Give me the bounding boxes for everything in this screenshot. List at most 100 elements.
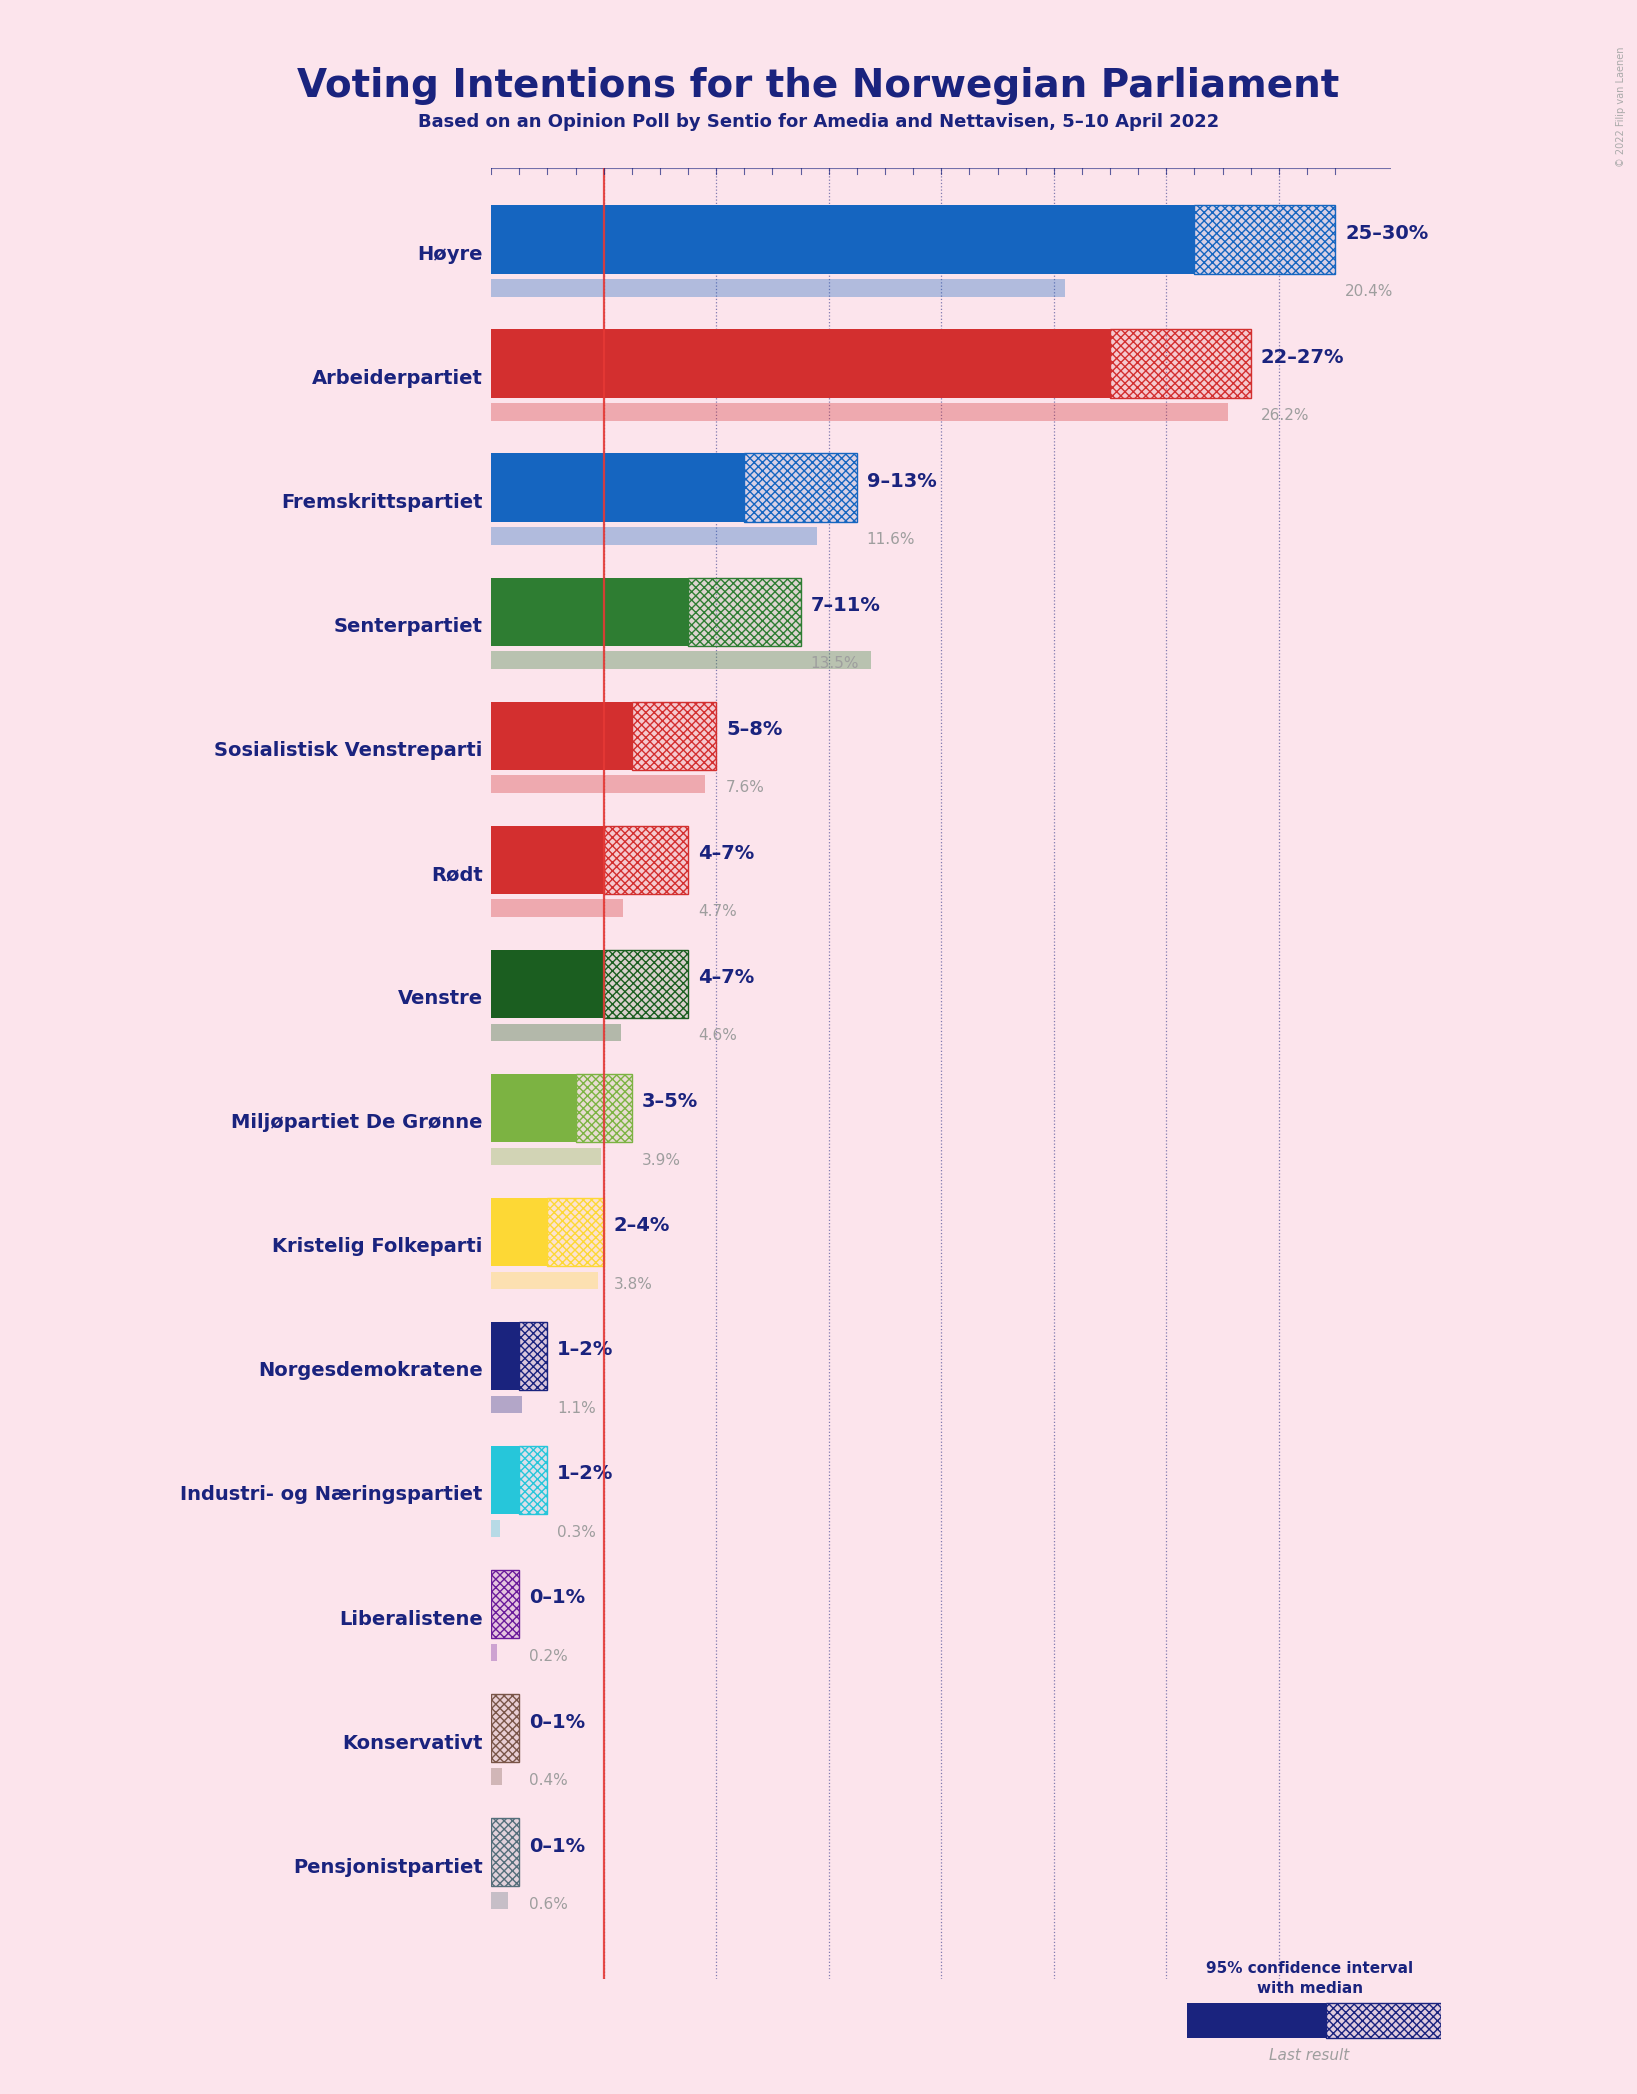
Bar — [1110, 329, 1251, 398]
Text: Fremskrittspartiet: Fremskrittspartiet — [282, 492, 483, 513]
Bar — [632, 701, 717, 771]
Text: Arbeiderpartiet: Arbeiderpartiet — [311, 369, 483, 387]
Text: 4.6%: 4.6% — [697, 1028, 737, 1043]
Text: 0–1%: 0–1% — [529, 1589, 584, 1608]
Text: 4.7%: 4.7% — [697, 905, 737, 919]
Bar — [491, 1397, 522, 1413]
Bar — [491, 775, 706, 794]
Bar — [491, 1520, 499, 1537]
Text: 3–5%: 3–5% — [642, 1093, 697, 1112]
Text: Industri- og Næringspartiet: Industri- og Næringspartiet — [180, 1485, 483, 1503]
Bar — [1326, 2004, 1441, 2037]
Bar — [491, 279, 1066, 297]
Text: 4–7%: 4–7% — [697, 967, 755, 986]
Bar — [491, 1321, 519, 1390]
Bar — [745, 454, 856, 521]
Text: 0.4%: 0.4% — [529, 1774, 568, 1788]
Bar — [491, 1570, 519, 1638]
Bar — [519, 1321, 547, 1390]
Bar — [491, 951, 604, 1018]
Text: 0.6%: 0.6% — [529, 1897, 568, 1912]
Bar — [1187, 2004, 1326, 2037]
Text: 0–1%: 0–1% — [529, 1713, 584, 1732]
Text: 0.2%: 0.2% — [529, 1648, 568, 1665]
Text: 25–30%: 25–30% — [1346, 224, 1427, 243]
Bar — [491, 1570, 519, 1638]
Bar — [491, 1447, 519, 1514]
Bar — [604, 825, 688, 894]
Text: 1–2%: 1–2% — [557, 1464, 614, 1483]
Text: 3.9%: 3.9% — [642, 1152, 681, 1168]
Text: 5–8%: 5–8% — [727, 720, 782, 739]
Bar — [1195, 205, 1336, 274]
Bar — [491, 1024, 620, 1041]
Bar — [491, 1148, 601, 1164]
Bar — [1195, 205, 1336, 274]
Bar — [491, 1694, 519, 1763]
Bar — [491, 1644, 496, 1661]
Bar — [519, 1447, 547, 1514]
Bar — [491, 454, 745, 521]
Bar — [491, 900, 624, 917]
Bar — [576, 1074, 632, 1141]
Bar — [1110, 329, 1251, 398]
Text: Based on an Opinion Poll by Sentio for Amedia and Nettavisen, 5–10 April 2022: Based on an Opinion Poll by Sentio for A… — [417, 113, 1220, 132]
Text: Sosialistisk Venstreparti: Sosialistisk Venstreparti — [214, 741, 483, 760]
Bar — [519, 1447, 547, 1514]
Bar — [688, 578, 800, 645]
Text: 13.5%: 13.5% — [810, 655, 859, 672]
Bar — [491, 528, 817, 544]
Bar — [491, 1694, 519, 1763]
Text: Miljøpartiet De Grønne: Miljøpartiet De Grønne — [231, 1114, 483, 1133]
Text: Norgesdemokratene: Norgesdemokratene — [259, 1361, 483, 1380]
Text: Konservativt: Konservativt — [342, 1734, 483, 1753]
Text: Høyre: Høyre — [417, 245, 483, 264]
Text: 1.1%: 1.1% — [557, 1401, 596, 1416]
Text: 1–2%: 1–2% — [557, 1340, 614, 1359]
Bar — [604, 951, 688, 1018]
Bar — [491, 1074, 576, 1141]
Bar — [491, 329, 1110, 398]
Bar — [491, 825, 604, 894]
Bar — [491, 205, 1195, 274]
Text: Liberalistene: Liberalistene — [339, 1610, 483, 1629]
Text: 11.6%: 11.6% — [866, 532, 915, 547]
Text: Rødt: Rødt — [431, 865, 483, 884]
Text: Pensjonistpartiet: Pensjonistpartiet — [293, 1857, 483, 1876]
Bar — [1326, 2004, 1441, 2037]
Text: 7.6%: 7.6% — [727, 781, 764, 796]
Text: Voting Intentions for the Norwegian Parliament: Voting Intentions for the Norwegian Parl… — [298, 67, 1339, 105]
Text: 26.2%: 26.2% — [1260, 408, 1310, 423]
Bar — [688, 578, 800, 645]
Text: 0.3%: 0.3% — [557, 1524, 596, 1539]
Text: 4–7%: 4–7% — [697, 844, 755, 863]
Text: 20.4%: 20.4% — [1346, 285, 1393, 299]
Bar — [491, 578, 688, 645]
Bar — [632, 701, 717, 771]
Text: 2–4%: 2–4% — [614, 1217, 670, 1235]
Bar — [491, 404, 1228, 421]
Bar — [547, 1198, 604, 1267]
Text: 9–13%: 9–13% — [866, 471, 936, 490]
Bar — [576, 1074, 632, 1141]
Bar — [491, 1271, 598, 1290]
Text: © 2022 Filip van Laenen: © 2022 Filip van Laenen — [1616, 46, 1626, 168]
Bar — [604, 825, 688, 894]
Bar — [547, 1198, 604, 1267]
Text: Venstre: Venstre — [398, 988, 483, 1007]
Bar — [491, 1893, 507, 1910]
Bar — [491, 1818, 519, 1887]
Bar — [604, 951, 688, 1018]
Bar — [745, 454, 856, 521]
Text: Senterpartiet: Senterpartiet — [334, 618, 483, 637]
Bar — [491, 651, 871, 668]
Bar — [491, 1767, 503, 1786]
Bar — [519, 1321, 547, 1390]
Bar — [491, 1198, 547, 1267]
Bar — [491, 1818, 519, 1887]
Text: 3.8%: 3.8% — [614, 1277, 653, 1292]
Text: 0–1%: 0–1% — [529, 1836, 584, 1855]
Text: 7–11%: 7–11% — [810, 597, 881, 616]
Text: 22–27%: 22–27% — [1260, 348, 1344, 366]
Text: Last result: Last result — [1269, 2048, 1351, 2063]
